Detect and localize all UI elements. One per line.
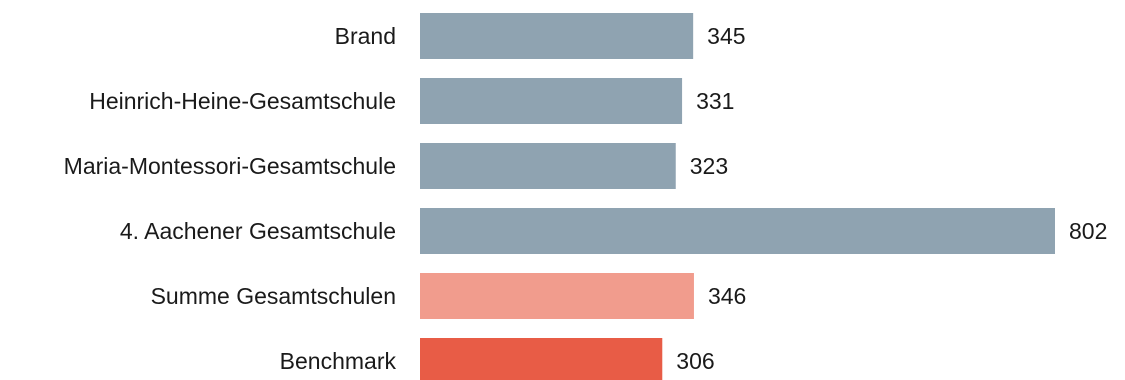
category-label: Brand: [335, 23, 396, 49]
bar-1: [420, 78, 683, 124]
value-labels-group: 345 331 323 802 346 306: [676, 23, 1107, 374]
value-label: 346: [708, 283, 746, 309]
category-label: Summe Gesamtschulen: [151, 283, 396, 309]
category-label: Benchmark: [280, 348, 397, 374]
bar-0: [420, 13, 694, 59]
bar-3: [420, 208, 1055, 254]
bar-2: [420, 143, 676, 189]
category-label: 4. Aachener Gesamtschule: [120, 218, 396, 244]
value-label: 802: [1069, 218, 1107, 244]
category-labels-group: Brand Heinrich-Heine-Gesamtschule Maria-Mo…: [64, 23, 397, 374]
bar-4: [420, 273, 694, 319]
bars-group: [420, 13, 1055, 380]
category-label: Heinrich-Heine-Gesamtschule: [89, 88, 396, 114]
bar-5: [420, 338, 663, 380]
value-label: 331: [696, 88, 734, 114]
value-label: 306: [676, 348, 714, 374]
value-label: 323: [690, 153, 728, 179]
value-label: 345: [707, 23, 745, 49]
category-label: Maria-Montessori-Gesamtschule: [64, 153, 396, 179]
